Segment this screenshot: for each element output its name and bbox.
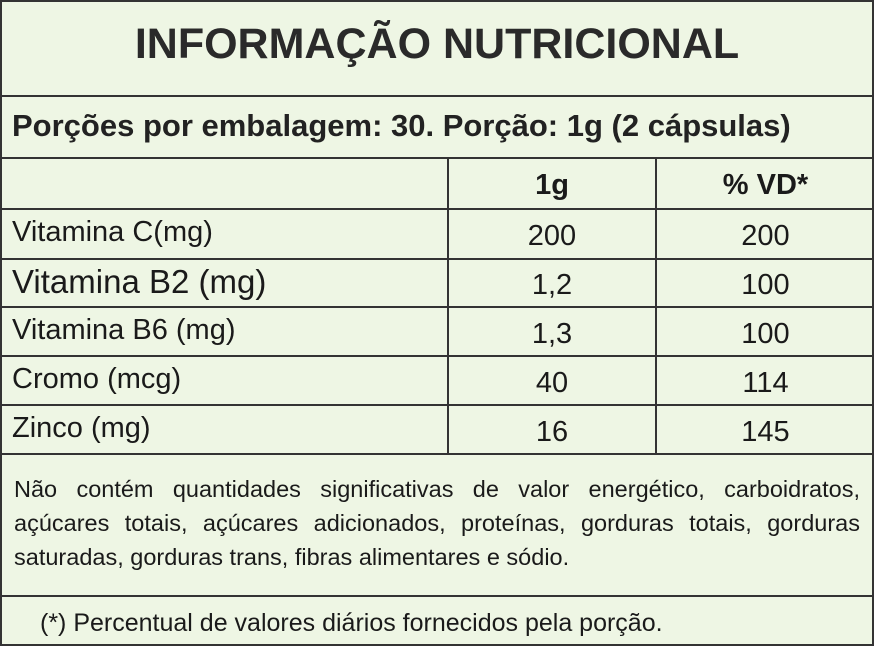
amount: 16	[535, 416, 569, 448]
amount: 40	[535, 367, 569, 399]
nutrient-name: Vitamina B6 (mg)	[12, 314, 236, 346]
row-divider	[2, 258, 872, 260]
daily-value: 145	[741, 416, 790, 448]
daily-value: 100	[741, 269, 790, 301]
column-header: 1g	[535, 169, 569, 201]
note: Não contém quantidades significativas de…	[14, 476, 860, 570]
divider	[2, 595, 872, 597]
row-divider	[2, 208, 872, 210]
footnote: (*) Percentual de valores diários fornec…	[40, 609, 663, 637]
divider	[2, 453, 872, 455]
serving-info: Porções por embalagem: 30. Porção: 1g (2…	[12, 108, 791, 143]
nutrient-name: Zinco (mg)	[12, 412, 151, 444]
daily-value: 114	[742, 367, 789, 399]
divider	[2, 157, 872, 159]
daily-value: 200	[741, 220, 790, 252]
nutrient-name: Vitamina C(mg)	[12, 216, 213, 248]
row-divider	[2, 355, 872, 357]
row-divider	[2, 404, 872, 406]
nutrient-name: Vitamina B2 (mg)	[12, 263, 267, 300]
row-divider	[2, 306, 872, 308]
amount: 1,2	[531, 269, 573, 301]
daily-value: 100	[741, 318, 790, 350]
amount: 1,3	[531, 318, 573, 350]
divider	[2, 95, 872, 97]
title: INFORMAÇÃO NUTRICIONAL	[134, 20, 740, 68]
column-header: % VD*	[722, 169, 809, 201]
amount: 200	[527, 220, 577, 252]
nutrient-name: Cromo (mcg)	[12, 363, 182, 395]
